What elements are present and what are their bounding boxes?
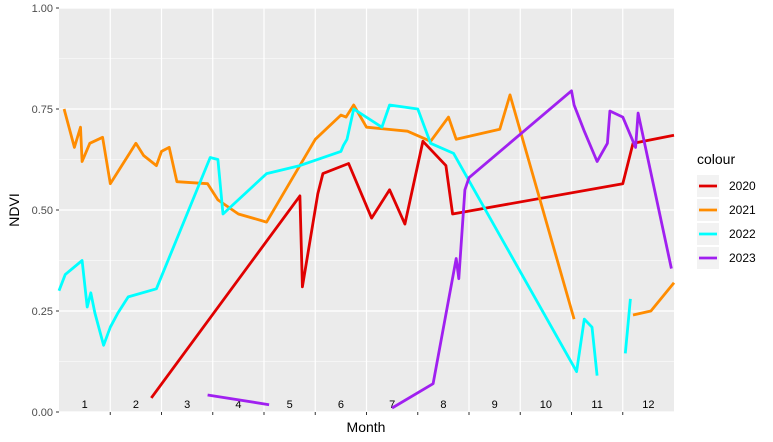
month-label: 10 bbox=[540, 399, 552, 411]
x-axis-title: Month bbox=[347, 419, 386, 435]
month-label: 1 bbox=[82, 399, 88, 411]
series-line-2021 bbox=[632, 281, 676, 317]
y-tick-label: 0.50 bbox=[32, 205, 53, 217]
y-axis-title: NDVI bbox=[6, 193, 22, 226]
month-label: 12 bbox=[642, 399, 654, 411]
legend-label: 2021 bbox=[729, 203, 756, 217]
grid-major bbox=[59, 7, 674, 413]
month-label: 9 bbox=[492, 399, 498, 411]
y-tick-label: 0.75 bbox=[32, 104, 53, 116]
series-line-2022 bbox=[623, 298, 632, 354]
month-label: 2 bbox=[133, 399, 139, 411]
series-lines bbox=[57, 89, 676, 410]
y-axis: 0.00 0.25 0.50 0.75 1.00 bbox=[32, 3, 59, 419]
month-label: 6 bbox=[338, 399, 344, 411]
y-tick-label: 0.25 bbox=[32, 306, 53, 318]
legend-title: colour bbox=[697, 151, 735, 167]
legend-label: 2023 bbox=[729, 251, 756, 265]
series-line-2020 bbox=[150, 133, 675, 399]
month-label: 7 bbox=[389, 399, 395, 411]
series-line-2022 bbox=[57, 103, 599, 376]
series-line-2023 bbox=[207, 393, 270, 407]
series-line-2023 bbox=[391, 89, 673, 410]
month-label: 8 bbox=[440, 399, 446, 411]
month-label: 11 bbox=[591, 399, 602, 411]
month-label: 3 bbox=[184, 399, 190, 411]
month-label: 5 bbox=[287, 399, 293, 411]
month-labels: 1 2 3 4 5 6 7 8 9 10 11 12 bbox=[82, 399, 655, 411]
y-tick-label: 1.00 bbox=[32, 3, 53, 15]
y-tick-label: 0.00 bbox=[32, 407, 53, 419]
x-axis bbox=[109, 412, 624, 415]
legend: colour 2020 2021 2022 2023 bbox=[697, 151, 756, 269]
legend-label: 2020 bbox=[729, 179, 756, 193]
month-label: 4 bbox=[235, 399, 241, 411]
legend-label: 2022 bbox=[729, 227, 756, 241]
series-line-2021 bbox=[62, 93, 576, 320]
